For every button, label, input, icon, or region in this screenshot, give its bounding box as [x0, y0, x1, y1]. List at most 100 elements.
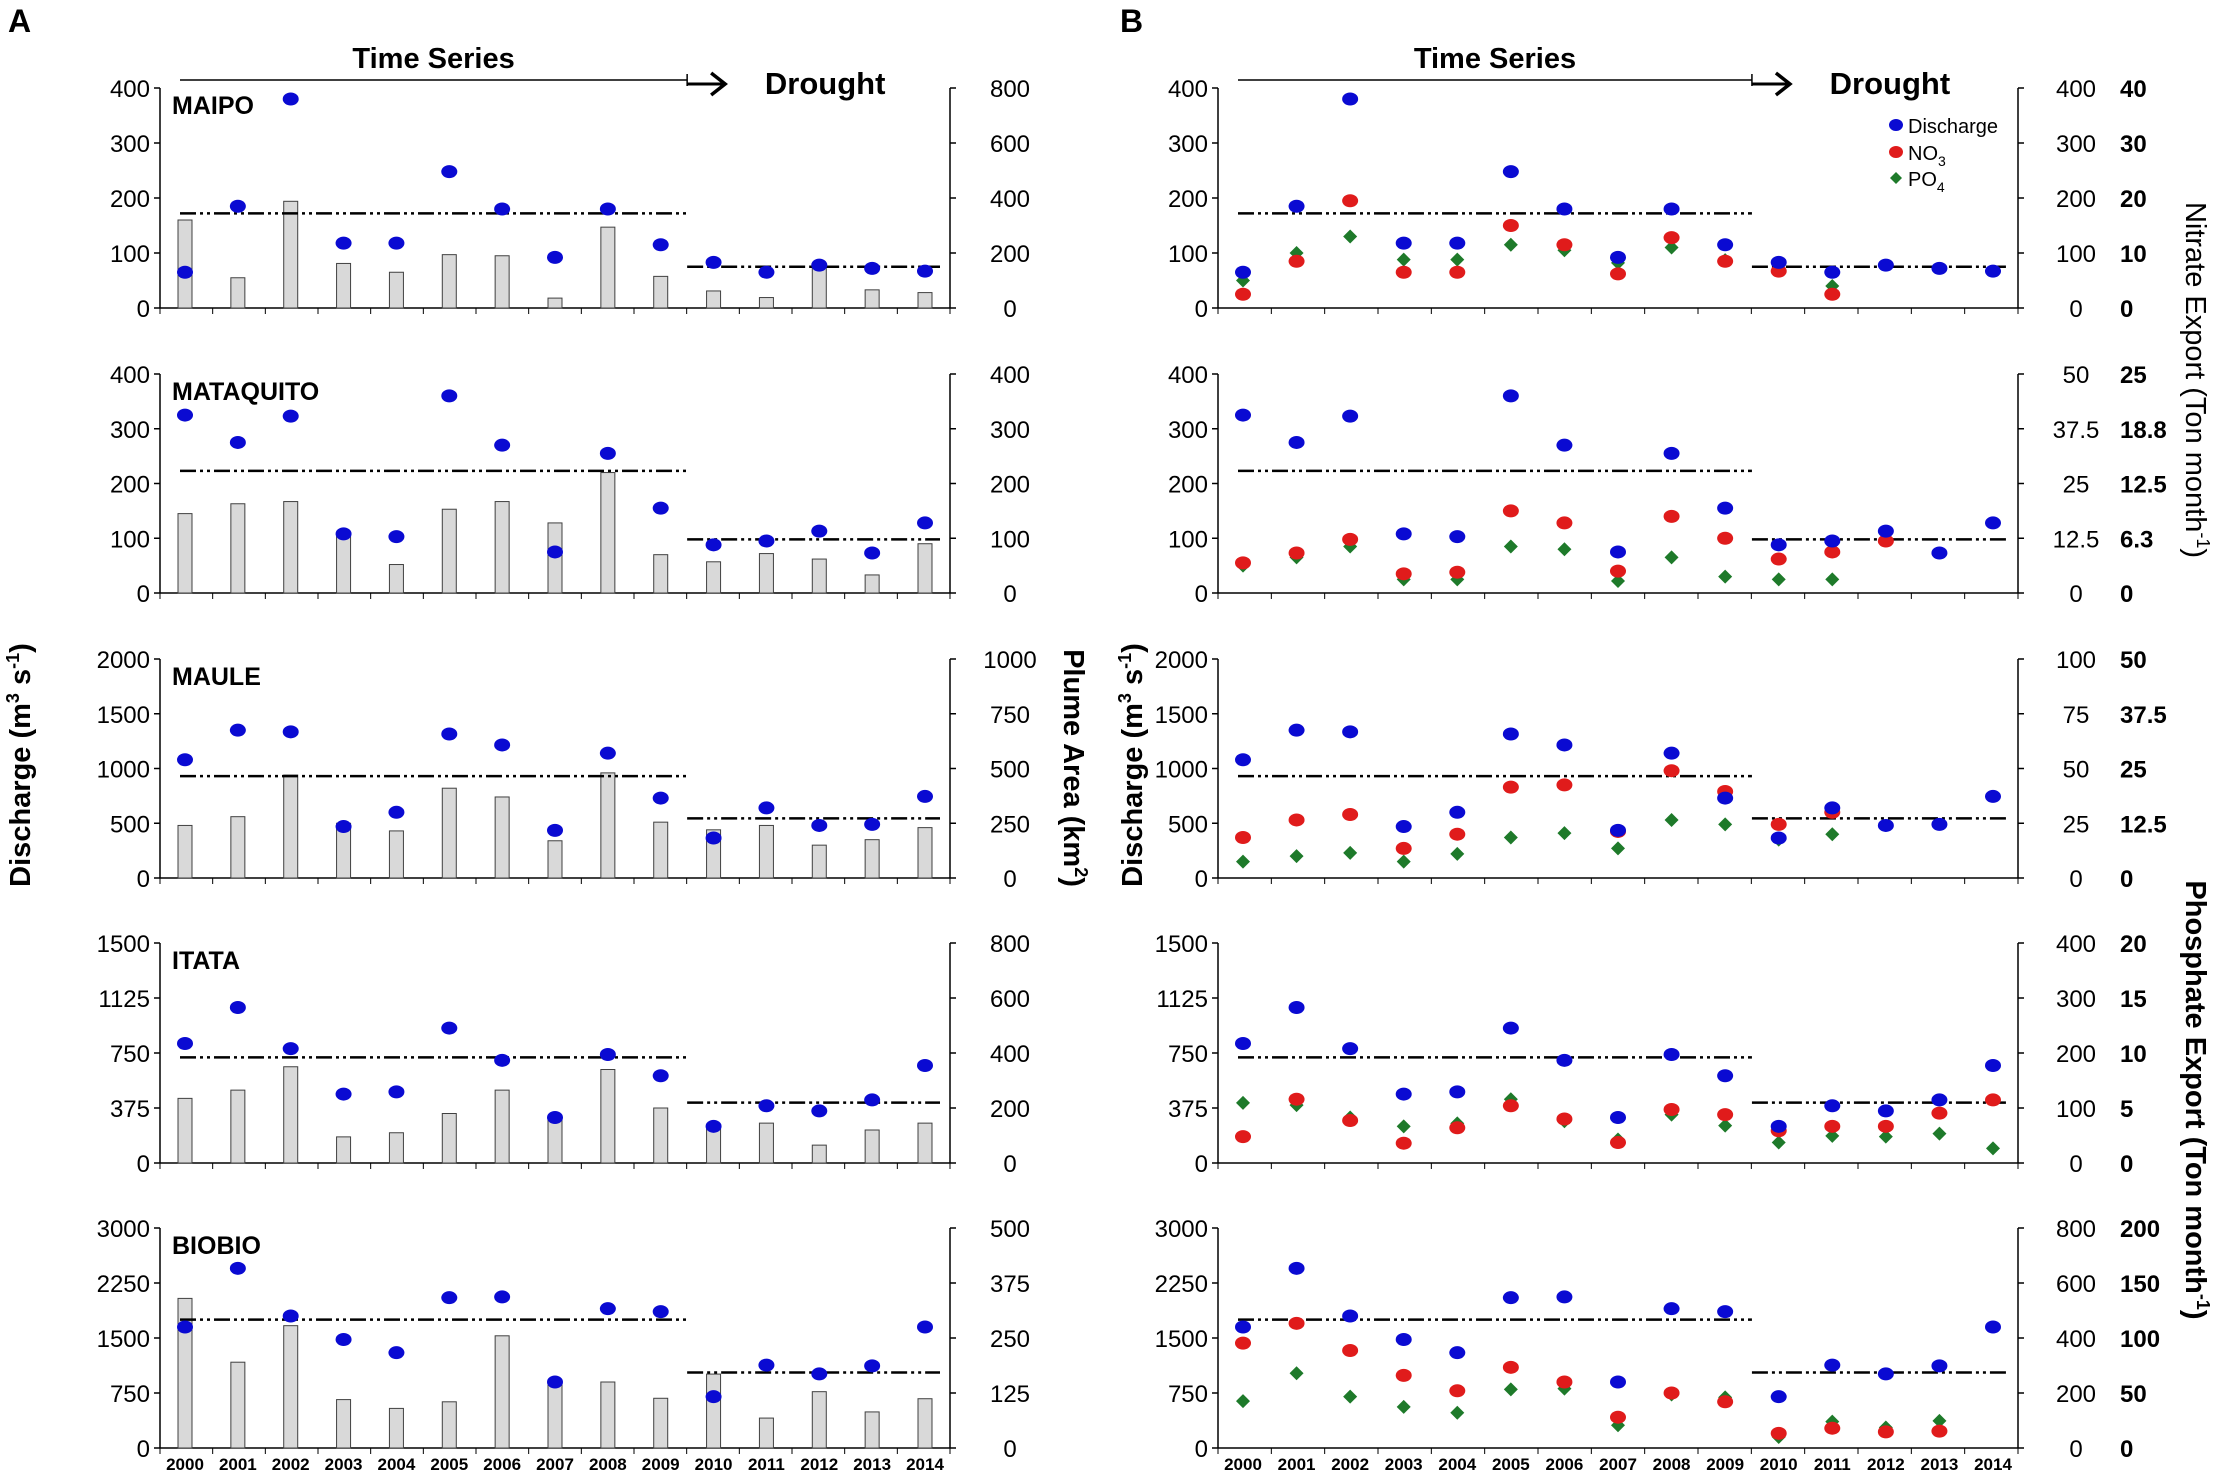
tick-label-plume-a: 0	[1003, 581, 1016, 608]
po4-point	[1289, 1366, 1304, 1381]
tick-label-nutrient-bold-b: 37.5	[2120, 702, 2167, 729]
tick-label-plume-a: 200	[990, 472, 1030, 499]
no3-point	[1770, 1426, 1787, 1440]
discharge-point	[335, 1332, 352, 1346]
po4-point	[1718, 569, 1733, 584]
tick-label-discharge-a: 200	[110, 186, 150, 213]
year-label-b: 2007	[1599, 1455, 1637, 1474]
tick-label-nutrient-bold-b: 18.8	[2120, 417, 2167, 444]
discharge-point	[1985, 516, 2001, 530]
tick-label-discharge-a: 1500	[97, 1326, 150, 1353]
tick-label-discharge-b: 3000	[1155, 1216, 1208, 1243]
discharge-point	[811, 818, 828, 832]
tick-label-discharge-b: 0	[1195, 866, 1208, 893]
tick-label-discharge-b: 1000	[1155, 757, 1208, 784]
plume-bar	[494, 796, 510, 879]
discharge-point	[1931, 546, 1948, 560]
discharge-axis-label-a: Discharge (m3 s-1)	[3, 643, 37, 887]
discharge-point	[758, 801, 775, 815]
discharge-point	[917, 1320, 933, 1334]
discharge-point	[1985, 1320, 2001, 1334]
tick-label-plume-a: 1000	[983, 647, 1036, 674]
tick-label-nutrient-b: 200	[2056, 1381, 2096, 1408]
tick-label-nutrient-bold-b: 12.5	[2120, 472, 2167, 499]
tick-label-discharge-a: 1500	[97, 702, 150, 729]
tick-label-nutrient-b: 600	[2056, 1271, 2096, 1298]
po4-point	[1450, 1405, 1465, 1420]
year-label-b: 2014	[1974, 1455, 2012, 1474]
tick-label-plume-a: 600	[990, 986, 1030, 1013]
no3-point	[1235, 1336, 1251, 1350]
tick-label-nutrient-bold-b: 15	[2120, 986, 2147, 1013]
discharge-point	[1717, 238, 1734, 252]
plume-bar	[441, 787, 457, 879]
plume-bar	[706, 561, 722, 594]
discharge-point	[494, 438, 511, 452]
plume-bar	[600, 472, 616, 594]
year-label-a: 2009	[642, 1455, 680, 1474]
tick-label-plume-a: 0	[1003, 1151, 1016, 1178]
time-series-label-b: Time Series	[1414, 43, 1576, 75]
no3-point	[1395, 1136, 1412, 1150]
discharge-point	[758, 1099, 775, 1113]
no3-point	[1502, 219, 1519, 232]
discharge-point	[229, 1261, 246, 1275]
discharge-point	[599, 446, 616, 460]
tick-label-nutrient-bold-b: 20	[2120, 186, 2147, 213]
tick-label-nutrient-b: 100	[2056, 1096, 2096, 1123]
tick-label-nutrient-b: 25	[2063, 472, 2090, 499]
plume-bar	[600, 1069, 616, 1164]
no3-point	[1449, 1384, 1466, 1398]
no3-point	[1235, 830, 1251, 844]
no3-point	[1824, 287, 1841, 301]
no3-point	[1877, 1425, 1894, 1439]
discharge-point	[652, 791, 669, 805]
legend-no3-label: NO3	[1908, 143, 1946, 169]
no3-point	[1395, 841, 1412, 855]
no3-point	[1877, 534, 1894, 548]
tick-label-plume-a: 750	[990, 702, 1030, 729]
discharge-point	[1610, 250, 1626, 264]
po4-point	[1771, 1135, 1786, 1150]
no3-point	[1717, 254, 1734, 268]
tick-label-nutrient-bold-b: 0	[2120, 296, 2133, 323]
discharge-axis-label-b: Discharge (m3 s-1)	[1115, 643, 1149, 887]
discharge-point	[388, 1085, 405, 1099]
discharge-point	[599, 746, 616, 760]
plume-bar	[230, 816, 246, 879]
time-series-label-a: Time Series	[352, 43, 514, 75]
tick-label-nutrient-bold-b: 200	[2120, 1216, 2160, 1243]
tick-label-nutrient-bold-b: 150	[2120, 1271, 2160, 1298]
tick-label-nutrient-bold-b: 25	[2120, 362, 2147, 389]
plume-bar	[864, 1129, 880, 1164]
discharge-point	[1288, 1001, 1305, 1015]
discharge-point	[705, 831, 722, 845]
tick-label-discharge-b: 400	[1168, 362, 1208, 389]
tick-label-nutrient-b: 0	[2069, 1436, 2082, 1463]
discharge-point	[494, 738, 511, 752]
year-label-a: 2000	[166, 1455, 204, 1474]
tick-label-nutrient-b: 0	[2069, 581, 2082, 608]
tick-label-nutrient-bold-b: 30	[2120, 131, 2147, 158]
discharge-point	[1502, 727, 1519, 741]
discharge-point	[1663, 202, 1680, 216]
year-label-a: 2011	[748, 1455, 785, 1474]
tick-label-plume-a: 500	[990, 757, 1030, 784]
no3-point	[1395, 1368, 1412, 1382]
no3-point	[1235, 556, 1251, 570]
discharge-point	[1235, 408, 1251, 422]
tick-label-discharge-b: 500	[1168, 811, 1208, 838]
tick-label-discharge-b: 1125	[1156, 986, 1208, 1013]
tick-label-nutrient-bold-b: 25	[2120, 757, 2147, 784]
year-label-a: 2013	[853, 1455, 891, 1474]
discharge-point	[1770, 1390, 1787, 1404]
discharge-point	[1824, 1358, 1841, 1372]
discharge-point	[1449, 530, 1466, 544]
discharge-point	[335, 236, 352, 250]
discharge-point	[177, 1036, 193, 1050]
discharge-point	[599, 1047, 616, 1061]
tick-label-discharge-a: 2250	[97, 1271, 150, 1298]
no3-point	[1288, 813, 1305, 827]
discharge-point	[388, 530, 405, 544]
po4-point	[1611, 841, 1625, 856]
